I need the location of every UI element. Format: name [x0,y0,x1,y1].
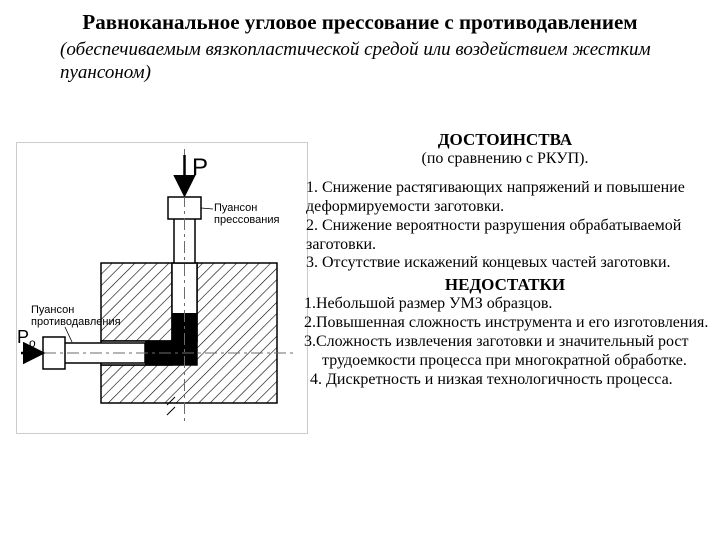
advantage-item: 3. Отсутствие искажений концевых частей … [306,254,710,273]
diagram-figure: P Пуансон прессования Pо Пуансон противо… [16,142,308,434]
advantage-item: 1. Снижение растягивающих напряжений и п… [306,179,710,217]
advantages-subheading: (по сравнению с РКУП). [300,150,710,169]
drawbacks-heading: НЕДОСТАТКИ [300,275,710,295]
drawback-item: 4. Дискретность и низкая технологичность… [292,371,710,390]
advantage-item: 2. Снижение вероятности разрушения обраб… [306,217,710,255]
press-punch-label-1: Пуансон [214,202,257,214]
slide: Равноканальное угловое прессование с про… [0,10,720,550]
back-punch-label-2: противодавления [31,316,121,328]
advantages-list: 1. Снижение растягивающих напряжений и п… [306,179,710,273]
force-po-label: Pо [17,327,36,350]
advantages-heading: ДОСТОИНСТВА [300,130,710,150]
slide-title: Равноканальное угловое прессование с про… [0,10,720,35]
drawback-item: 3.Сложность извлечения заготовки и значи… [292,333,710,371]
force-p-label: P [192,154,208,181]
drawback-item: 1.Небольшой размер УМЗ образцов. [292,295,710,314]
back-punch-label-1: Пуансон [31,304,74,316]
drawbacks-list: 1.Небольшой размер УМЗ образцов. 2.Повыш… [292,295,710,389]
press-punch-label-2: прессования [214,214,279,226]
drawback-item: 2.Повышенная сложность инструмента и его… [292,314,710,333]
dim-tick-2 [167,407,175,415]
slide-subtitle: (обеспечиваемым вязкопластической средой… [60,39,690,85]
ecap-diagram-svg: P Пуансон прессования Pо Пуансон противо… [17,143,307,433]
text-column: ДОСТОИНСТВА (по сравнению с РКУП). 1. Сн… [300,130,710,390]
press-punch-leader [201,208,213,209]
back-punch-leader [65,327,72,342]
